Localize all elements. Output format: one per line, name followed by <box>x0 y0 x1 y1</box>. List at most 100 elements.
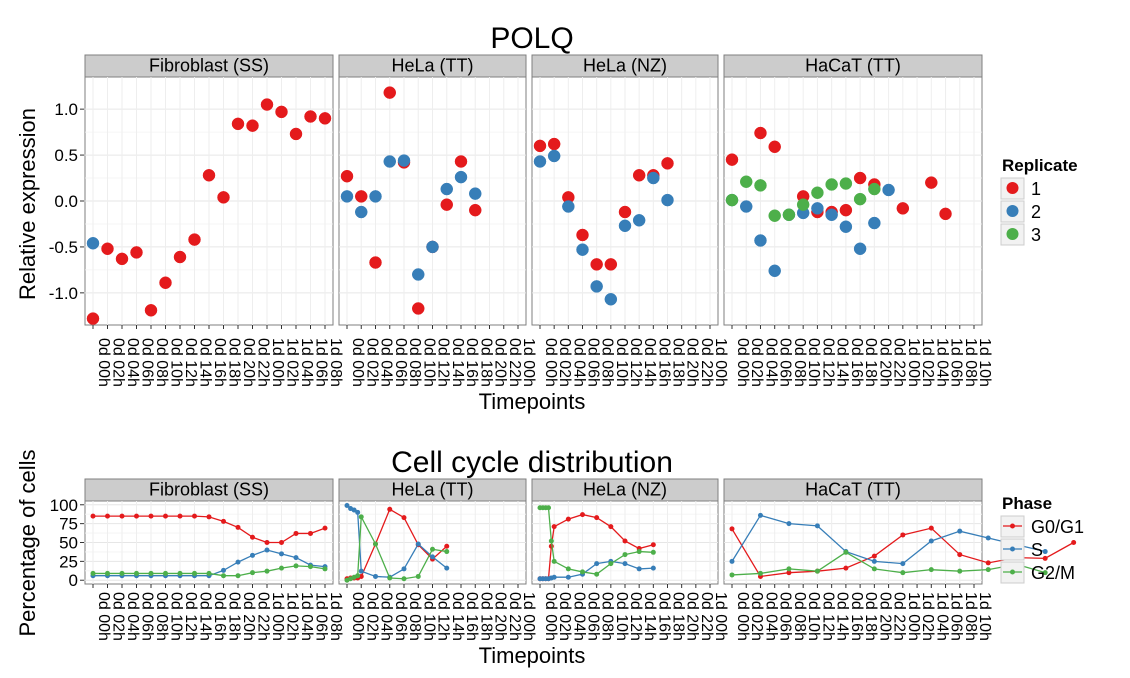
data-point-g0-g1 <box>206 514 212 520</box>
x-tick-label: 0d 10h <box>613 592 630 641</box>
data-point-s <box>279 551 284 557</box>
data-point-g2-m <box>551 558 557 564</box>
data-point-g0-g1 <box>608 524 614 530</box>
x-tick-label: 0d 18h <box>862 592 879 641</box>
x-tick-label: 0d 04h <box>762 338 779 387</box>
data-point-replicate-2 <box>618 219 632 233</box>
data-point-replicate-1 <box>202 169 216 182</box>
data-point-replicate-1 <box>839 203 853 217</box>
data-point-s <box>358 568 364 574</box>
x-tick-label: 1d 04h <box>933 592 950 641</box>
x-tick-label: 1d 00h <box>905 592 922 641</box>
data-point-replicate-1 <box>412 302 425 315</box>
data-point-replicate-1 <box>533 139 547 153</box>
x-tick-label: 0d 00h <box>542 592 559 641</box>
data-point-s <box>430 554 435 560</box>
data-point-replicate-1 <box>101 242 114 256</box>
x-tick-label: 1d 00h <box>520 338 537 387</box>
data-point-replicate-2 <box>469 187 482 200</box>
x-tick-label: 0d 16h <box>848 338 865 387</box>
x-tick-label: 0d 06h <box>139 338 156 387</box>
data-point-replicate-3 <box>839 177 853 190</box>
legend-title-replicate: Replicate <box>1002 156 1078 175</box>
x-tick-label: 0d 18h <box>477 592 494 641</box>
x-tick-label: 0d 12h <box>182 338 199 387</box>
x-tick-label: 0d 02h <box>110 592 127 641</box>
data-point-g0-g1 <box>221 518 226 524</box>
x-tick-label: 0d 22h <box>698 592 715 641</box>
series-line-s <box>731 514 1046 565</box>
x-tick-label: 0d 18h <box>477 338 494 387</box>
data-point-replicate-1 <box>289 127 303 141</box>
data-point-s <box>551 574 557 580</box>
data-point-g2-m <box>355 573 361 579</box>
y-tick-label: -1.0 <box>49 284 78 303</box>
x-tick-label: 0d 08h <box>791 592 808 641</box>
x-tick-label: 0d 06h <box>585 338 602 387</box>
data-point-replicate-3 <box>725 193 739 207</box>
y-tick-label: 50 <box>59 534 78 553</box>
facet-strip-label: HeLa (TT) <box>391 56 473 76</box>
legend-phase: G0/G1 S G2/M <box>1000 515 1084 584</box>
x-tick-label: 0d 00h <box>734 592 751 641</box>
x-tick-label: 0d 06h <box>777 592 794 641</box>
data-point-g2-m <box>729 572 735 578</box>
facet-strip-label: HeLa (TT) <box>391 480 473 500</box>
x-tick-label: 0d 10h <box>168 338 185 387</box>
x-tick-label: 0d 16h <box>463 592 480 641</box>
x-axis-label-bottom: Timepoints <box>479 643 586 668</box>
data-point-g2-m <box>322 566 328 572</box>
facet-strip-label: HeLa (NZ) <box>583 480 667 500</box>
data-point-replicate-2 <box>811 202 824 215</box>
x-tick-label: 0d 00h <box>95 592 112 641</box>
data-point-replicate-2 <box>412 268 425 281</box>
legend-entry-label: 1 <box>1031 179 1041 199</box>
data-point-replicate-1 <box>604 258 618 271</box>
data-point-g2-m <box>650 549 656 555</box>
data-point-g0-g1 <box>900 532 906 538</box>
data-point-replicate-1 <box>440 198 453 211</box>
data-point-replicate-1 <box>231 117 245 131</box>
data-point-replicate-1 <box>318 112 332 125</box>
y-tick-label: 0.0 <box>54 192 78 211</box>
x-tick-label: 0d 20h <box>684 338 701 387</box>
data-point-s <box>235 559 241 565</box>
x-tick-label: 0d 02h <box>363 338 380 387</box>
x-tick-label: 0d 14h <box>197 338 214 387</box>
legend-key-point <box>1006 205 1019 217</box>
legend-key-point <box>1010 523 1015 529</box>
data-point-s <box>401 566 407 572</box>
x-tick-label: 0d 04h <box>570 338 587 387</box>
x-tick-label: 0d 16h <box>655 592 672 641</box>
x-tick-label: 0d 04h <box>378 338 395 387</box>
data-point-g0-g1 <box>843 565 849 571</box>
data-point-g0-g1 <box>134 513 139 519</box>
x-tick-label: 0d 12h <box>435 338 452 387</box>
data-point-s <box>344 503 350 509</box>
x-tick-label: 0d 04h <box>762 592 779 641</box>
data-point-s <box>293 555 299 561</box>
x-tick-label: 0d 20h <box>492 592 509 641</box>
x-tick-label: 0d 20h <box>240 592 257 641</box>
x-tick-label: 1d 04h <box>298 592 315 641</box>
x-tick-label: 0d 08h <box>153 338 170 387</box>
data-point-g0-g1 <box>177 513 183 519</box>
data-point-g2-m <box>900 570 906 576</box>
x-tick-label: 0d 12h <box>435 592 452 641</box>
data-point-replicate-1 <box>383 86 396 99</box>
data-point-replicate-1 <box>130 246 143 259</box>
data-point-g2-m <box>415 573 421 579</box>
data-point-g0-g1 <box>551 524 557 530</box>
data-point-s <box>786 521 792 527</box>
data-point-replicate-2 <box>562 200 575 213</box>
legend-entry-label: G0/G1 <box>1031 517 1084 537</box>
data-point-replicate-3 <box>811 186 824 199</box>
y-tick-label: 75 <box>59 515 78 534</box>
data-point-replicate-2 <box>739 200 753 213</box>
legend-key-point <box>1006 182 1019 194</box>
data-point-g0-g1 <box>279 540 284 545</box>
data-point-g2-m <box>279 565 284 571</box>
x-tick-label: 0d 12h <box>182 592 199 641</box>
